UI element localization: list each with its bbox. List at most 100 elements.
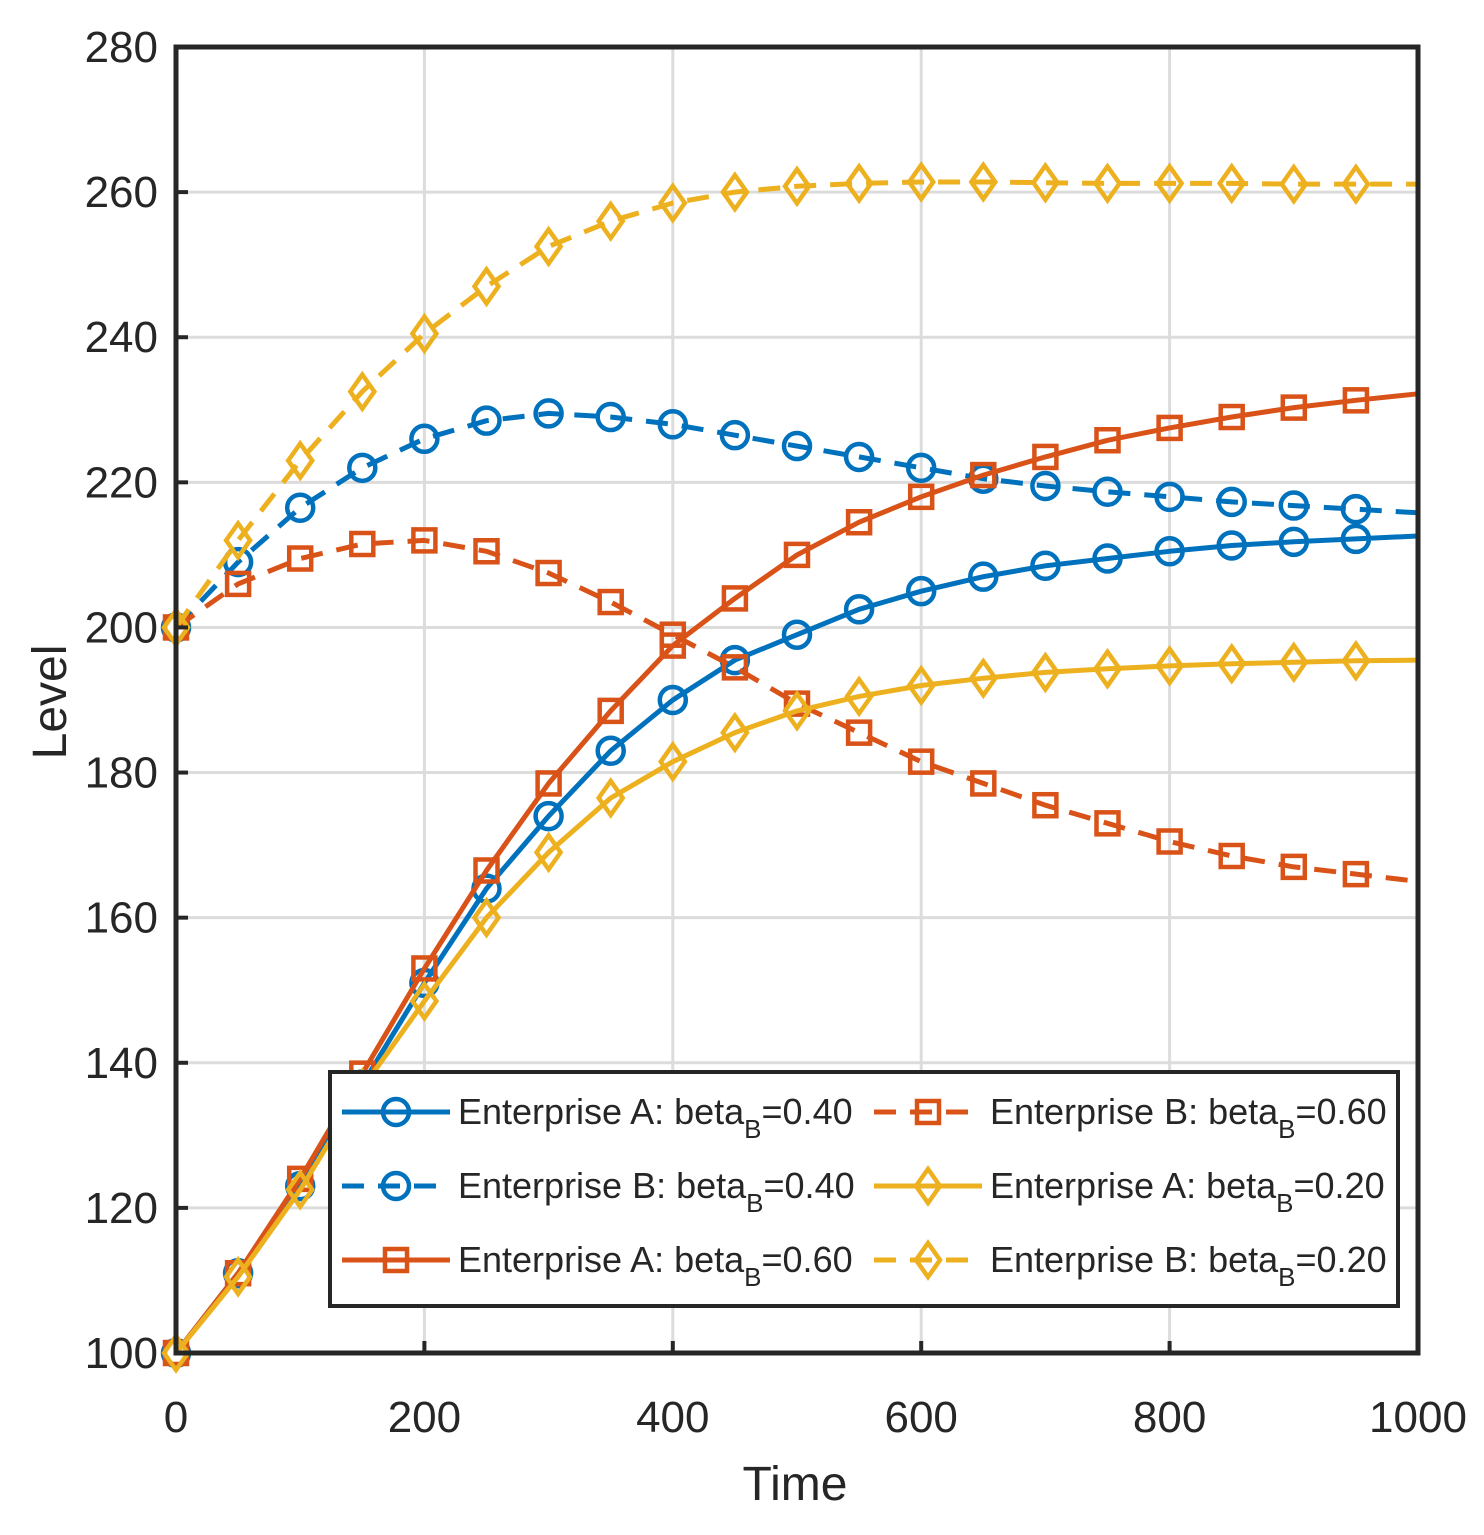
y-tick-label: 160: [85, 894, 158, 943]
data-point-b040: [905, 452, 937, 484]
x-tick-label: 0: [164, 1393, 188, 1442]
data-point-b040: [1030, 470, 1061, 502]
data-point-a020: [1279, 641, 1309, 684]
x-axis-label: Time: [743, 1458, 848, 1511]
data-point-a020: [1030, 651, 1061, 694]
data-point-a060: [783, 541, 811, 569]
legend-marker-b020: [913, 1239, 943, 1281]
data-point-a020: [968, 657, 999, 700]
y-tick-label: 240: [85, 313, 158, 362]
x-tick-label: 400: [636, 1393, 709, 1442]
data-point-a020: [844, 675, 874, 718]
data-point-b020: [1154, 162, 1185, 205]
data-point-a060: [473, 857, 500, 884]
data-point-b060: [1342, 860, 1370, 888]
legend-label-b020: Enterprise B: betaB=0.20: [990, 1239, 1387, 1292]
data-point-a020: [1216, 642, 1247, 685]
axes: 0 200 400 600 800 1000 100 120 140 160 180 200 220 24…: [85, 23, 1467, 1442]
legend-label-b060: Enterprise B: betaB=0.60: [990, 1091, 1387, 1144]
data-point-a060: [1218, 403, 1245, 431]
data-point-b020: [409, 312, 440, 355]
data-point-b060: [1218, 842, 1245, 870]
legend-marker-a020: [913, 1165, 943, 1207]
data-point-a040: [1278, 526, 1310, 558]
data-point-a060: [845, 508, 873, 536]
data-point-b020: [533, 225, 564, 268]
data-point-a060: [1280, 394, 1308, 421]
data-point-b060: [1280, 853, 1308, 881]
data-point-b040: [284, 492, 316, 523]
data-point-b040: [1216, 486, 1247, 518]
x-tick-label: 600: [884, 1393, 957, 1442]
data-point-b040: [533, 398, 564, 429]
data-point-b040: [347, 452, 378, 484]
data-point-a040: [781, 619, 813, 650]
data-point-b020: [347, 370, 378, 413]
data-point-a020: [1092, 647, 1123, 690]
data-point-a020: [285, 1168, 315, 1211]
data-point-b060: [411, 527, 438, 554]
data-point-b040: [1092, 476, 1123, 508]
data-point-b060: [970, 770, 997, 797]
series-b060: [162, 527, 1419, 888]
data-point-a060: [907, 483, 935, 511]
series-line-a040: [174, 533, 1419, 1355]
legend-item-b040[interactable]: Enterprise B: betaB=0.40: [342, 1165, 855, 1218]
y-tick-label: 220: [85, 458, 158, 507]
data-point-b060: [1094, 810, 1121, 837]
data-point-a020: [533, 831, 564, 874]
y-tick-label: 120: [85, 1184, 158, 1233]
legend[interactable]: Enterprise A: betaB=0.40 Enterprise B: be…: [328, 1070, 1400, 1308]
data-point-b040: [719, 419, 751, 451]
data-point-a060: [970, 461, 997, 489]
data-point-b020: [782, 165, 812, 208]
data-point-b040: [1278, 490, 1310, 521]
data-point-a040: [533, 800, 564, 832]
data-point-b020: [1341, 163, 1371, 206]
data-point-b040: [409, 423, 440, 455]
data-point-a040: [1092, 543, 1123, 574]
data-point-b060: [721, 654, 749, 681]
legend-item-a040[interactable]: Enterprise A: betaB=0.40: [342, 1091, 853, 1144]
data-point-b020: [906, 161, 936, 203]
legend-item-a060[interactable]: Enterprise A: betaB=0.60: [342, 1239, 853, 1292]
data-point-b060: [473, 538, 500, 565]
legend-label-a020: Enterprise A: betaB=0.20: [990, 1165, 1385, 1218]
data-point-a020: [1154, 644, 1185, 687]
data-point-b020: [1216, 162, 1247, 205]
legend-item-b060[interactable]: Enterprise B: betaB=0.60: [874, 1091, 1387, 1144]
data-point-b040: [843, 441, 875, 473]
data-point-b060: [535, 559, 562, 587]
legend-item-b020[interactable]: Enterprise B: betaB=0.20: [874, 1239, 1387, 1292]
data-point-b060: [1032, 791, 1059, 819]
legend-item-a020[interactable]: Enterprise A: betaB=0.20: [874, 1165, 1385, 1218]
y-tick-label: 180: [85, 749, 158, 798]
data-point-b040: [1340, 493, 1372, 525]
data-point-b020: [1092, 162, 1123, 205]
data-point-a040: [595, 735, 626, 767]
data-point-a060: [411, 955, 438, 982]
data-point-b060: [597, 588, 624, 616]
data-point-a040: [1030, 550, 1061, 582]
series-a020: [161, 639, 1419, 1374]
data-point-a020: [720, 711, 750, 754]
data-point-b060: [224, 570, 252, 598]
y-tick-label: 100: [85, 1329, 158, 1378]
data-point-a020: [595, 777, 626, 819]
legend-label-a040: Enterprise A: betaB=0.40: [458, 1091, 853, 1144]
data-point-a060: [535, 770, 562, 797]
series-line-b040: [174, 410, 1419, 630]
data-point-a020: [658, 740, 688, 783]
series-line-a060: [174, 391, 1419, 1355]
legend-box: [328, 1070, 1400, 1308]
data-point-a060: [1342, 387, 1370, 414]
data-point-b020: [471, 265, 502, 308]
data-point-a020: [906, 664, 936, 707]
series-line-a020: [174, 657, 1419, 1355]
series-line-b020: [173, 179, 1418, 629]
data-point-b060: [845, 719, 873, 746]
data-point-b020: [1279, 163, 1309, 206]
y-tick-label: 200: [85, 603, 158, 652]
